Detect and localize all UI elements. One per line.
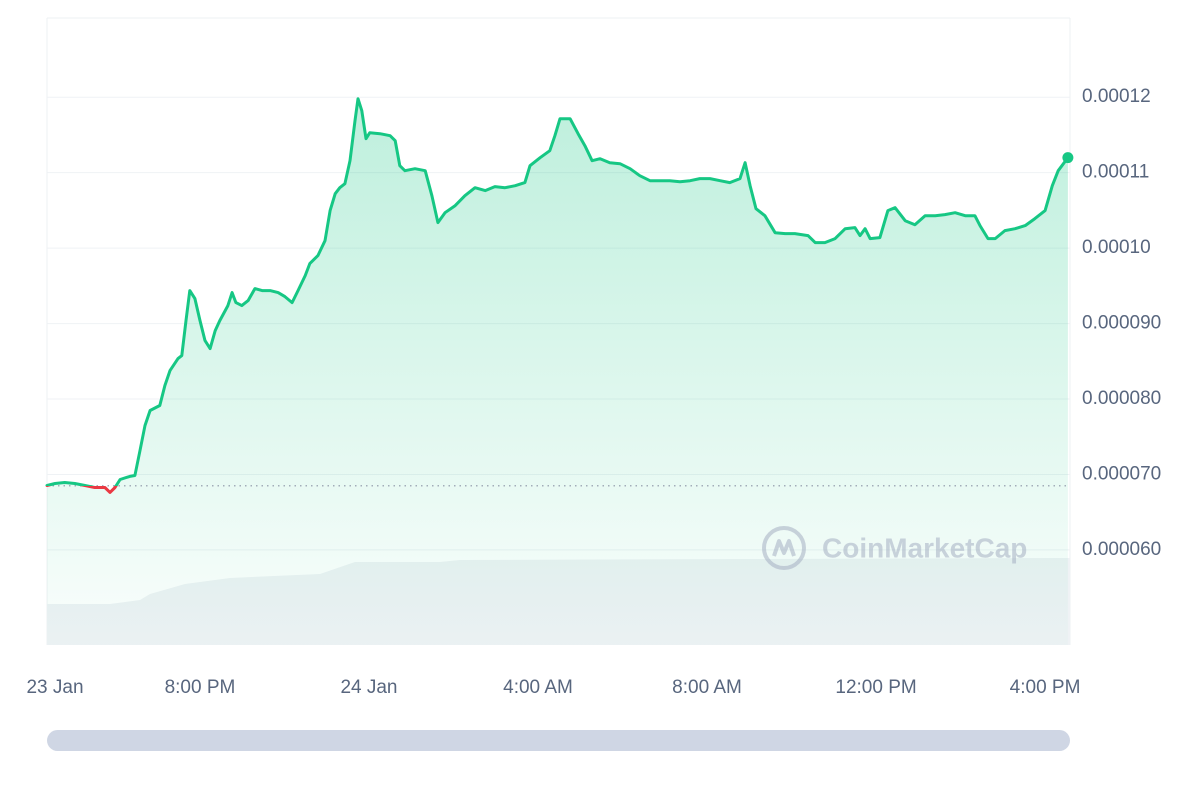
y-tick-label: 0.00012 [1082,86,1151,107]
y-tick-label: 0.00011 [1082,162,1149,183]
price-area [47,98,1068,645]
y-tick-label: 0.000060 [1082,539,1161,560]
marks [45,97,1074,645]
last-point [1062,152,1074,164]
watermark: CoinMarketCap [762,526,1027,570]
watermark-logo [762,526,806,570]
x-tick-label: 24 Jan [340,677,397,698]
watermark-text: CoinMarketCap [822,532,1027,563]
x-tick-label: 8:00 AM [672,677,742,698]
x-tick-label: 4:00 AM [503,677,573,698]
watermark-logo-mark [772,539,796,557]
y-tick-label: 0.000090 [1082,313,1161,334]
x-tick-label: 4:00 PM [1010,677,1081,698]
scrollbar[interactable] [47,730,1070,751]
x-tick-label: 8:00 PM [165,677,236,698]
y-tick-label: 0.00010 [1082,237,1151,258]
price-line [45,97,1070,494]
axis-labels: 0.000060 0.000070 0.000080 0.000090 0.00010 0… [26,86,1161,698]
y-tick-label: 0.000080 [1082,388,1161,409]
x-tick-label: 12:00 PM [835,677,916,698]
y-tick-label: 0.000070 [1082,463,1161,484]
x-tick-label: 23 Jan [26,677,83,698]
